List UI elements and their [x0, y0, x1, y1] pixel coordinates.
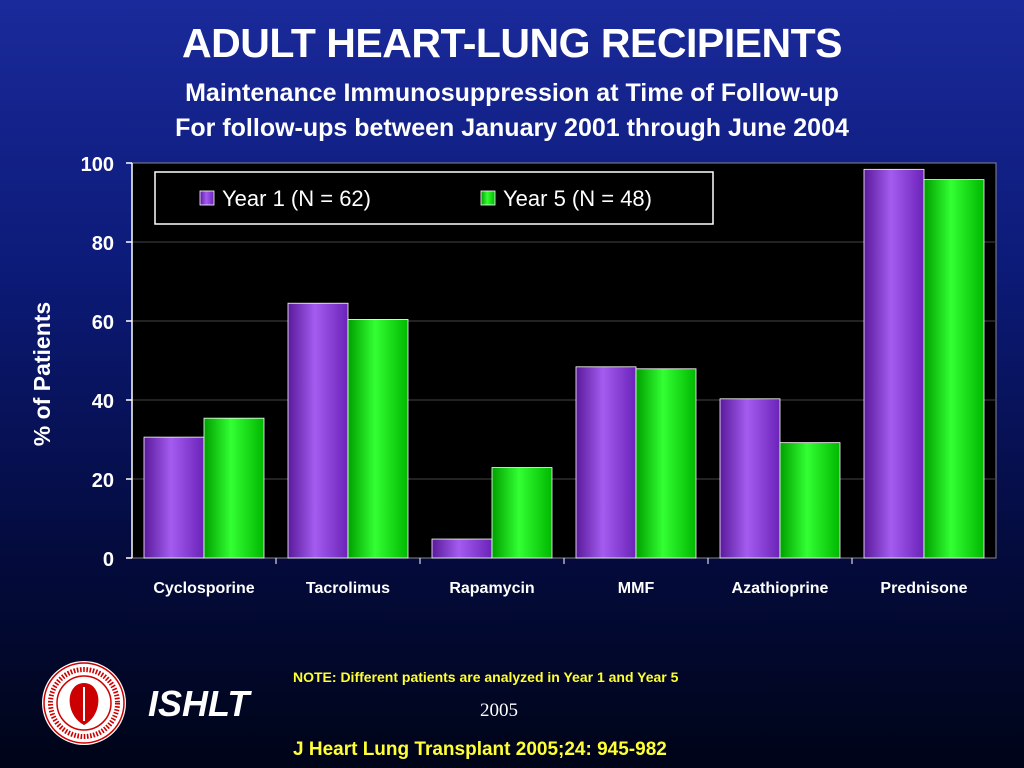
- plot-area: [131, 162, 997, 559]
- slide-date-range: For follow-ups between January 2001 thro…: [175, 114, 849, 142]
- y-tick-label: 40: [92, 391, 114, 413]
- bar-azathioprine-series-1: [719, 398, 781, 559]
- legend-swatch-year-1: [199, 190, 215, 206]
- y-tick-label: 20: [92, 470, 114, 492]
- slide-title: ADULT HEART-LUNG RECIPIENTS: [182, 20, 842, 66]
- citation: J Heart Lung Transplant 2005;24: 945-982: [293, 739, 667, 760]
- legend-swatch-year-5: [480, 190, 496, 206]
- slide-subtitle: Maintenance Immunosuppression at Time of…: [185, 79, 839, 107]
- bar-prednisone-series-1: [863, 168, 925, 559]
- x-tick-label: Tacrolimus: [306, 580, 390, 597]
- x-tick-label: Azathioprine: [732, 580, 829, 597]
- ishlt-logo: [42, 661, 126, 745]
- bar-rapamycin-series-2: [491, 467, 553, 559]
- y-axis-label: % of Patients: [29, 302, 55, 446]
- bar-prednisone-series-2: [923, 179, 985, 559]
- bar-tacrolimus-series-1: [287, 302, 349, 559]
- y-tick-label: 100: [81, 154, 114, 176]
- org-name: ISHLT: [148, 683, 250, 724]
- legend-label-year-5: Year 5 (N = 48): [503, 186, 652, 211]
- legend: Year 1 (N = 62) Year 5 (N = 48): [154, 171, 714, 225]
- bar-tacrolimus-series-2: [347, 319, 409, 559]
- legend-box: [154, 171, 714, 225]
- y-tick-label: 80: [92, 233, 114, 255]
- bar-cyclosporine-series-2: [203, 417, 265, 559]
- bar-rapamycin-series-1: [431, 538, 493, 559]
- bar-cyclosporine-series-1: [143, 436, 205, 559]
- bar-chart: 0 20 40 60 80 100 Cyclosporine Tacrolimus Rapam…: [29, 154, 997, 597]
- x-tick-label: MMF: [618, 580, 655, 597]
- y-tick-label: 60: [92, 312, 114, 334]
- legend-label-year-1: Year 1 (N = 62): [222, 186, 371, 211]
- x-tick-label: Rapamycin: [449, 580, 534, 597]
- y-tick-label: 0: [103, 549, 114, 571]
- x-tick-label: Cyclosporine: [153, 580, 254, 597]
- bar-mmf-series-2: [635, 368, 697, 559]
- footnote: NOTE: Different patients are analyzed in…: [293, 669, 679, 685]
- publication-year: 2005: [480, 700, 518, 721]
- x-tick-label: Prednisone: [880, 580, 967, 597]
- bar-mmf-series-1: [575, 366, 637, 559]
- bar-azathioprine-series-2: [779, 442, 841, 559]
